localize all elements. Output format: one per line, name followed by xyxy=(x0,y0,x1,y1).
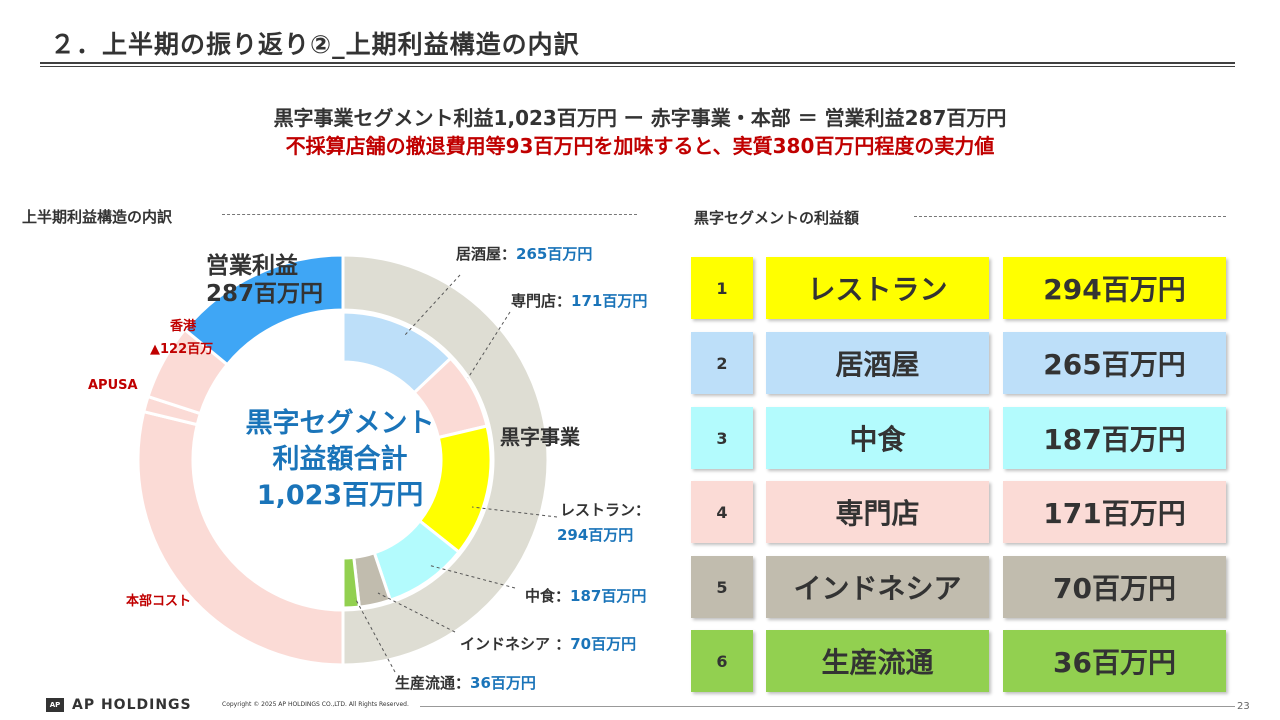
ranking-row: 5 インドネシア 70百万円 xyxy=(0,556,1280,618)
hongkong-value: ▲122百万 xyxy=(150,342,214,357)
center-line-2: 利益額合計 xyxy=(272,444,408,475)
black-biz-label: 黒字事業 xyxy=(500,425,580,449)
leader-restaurant xyxy=(471,506,558,518)
page-title: ２．上半期の振り返り②_上期利益構造の内訳 xyxy=(50,30,580,59)
logo-mark-icon: AP xyxy=(46,698,64,712)
ranking-row: 4 専門店 171百万円 xyxy=(0,481,1280,543)
left-heading-rule xyxy=(222,214,637,215)
ranking-value: 36百万円 xyxy=(1003,630,1226,692)
right-section-heading: 黒字セグメントの利益額 xyxy=(694,209,860,227)
copyright: Copyright © 2025 AP HOLDINGS CO.,LTD. Al… xyxy=(222,701,409,708)
ranking-row: 6 生産流通 36百万円 xyxy=(0,630,1280,692)
specialty-label: 専門店：171百万円 xyxy=(511,292,648,310)
ranking-row: 3 中食 187百万円 xyxy=(0,407,1280,469)
op-profit-value: 287百万円 xyxy=(206,281,324,307)
outer-segment xyxy=(341,253,550,667)
footer-divider xyxy=(420,706,1235,707)
op-profit-label: 営業利益 xyxy=(206,253,298,279)
izakaya-label: 居酒屋：265百万円 xyxy=(456,245,593,263)
ranking-value: 70百万円 xyxy=(1003,556,1226,618)
summary-line-2: 不採算店舗の撤退費用等93百万円を加味すると、実質380百万円程度の実力値 xyxy=(285,134,995,158)
indonesia-label: インドネシア ：70百万円 xyxy=(460,635,637,653)
ranking-rank: 3 xyxy=(691,407,753,469)
nakashoku-label: 中食：187百万円 xyxy=(525,587,647,605)
ranking-value: 171百万円 xyxy=(1003,481,1226,543)
ranking-name: レストラン xyxy=(766,257,989,319)
outer-ring xyxy=(136,253,550,667)
ranking-name: インドネシア xyxy=(766,556,989,618)
inner-ring xyxy=(341,310,493,610)
ranking-row: 1 レストラン 294百万円 xyxy=(0,257,1280,319)
title-divider-thin xyxy=(40,66,1235,67)
ranking-name: 専門店 xyxy=(766,481,989,543)
ranking-value: 187百万円 xyxy=(1003,407,1226,469)
ranking-name: 居酒屋 xyxy=(766,332,989,394)
inner-segment xyxy=(341,555,361,610)
center-line-3: 1,023百万円 xyxy=(256,480,424,511)
ranking-rank: 5 xyxy=(691,556,753,618)
leader-specialty xyxy=(467,311,511,379)
outer-segment xyxy=(136,409,345,667)
hq-cost-label: 本部コスト xyxy=(126,594,192,609)
center-line-1: 黒字セグメント xyxy=(245,408,435,439)
left-section-heading: 上半期利益構造の内訳 xyxy=(22,208,173,226)
outer-segment xyxy=(182,253,345,367)
summary-line-1: 黒字事業セグメント利益1,023百万円 ー 赤字事業・本部 ＝ 営業利益287百… xyxy=(273,106,1007,130)
production-label: 生産流通：36百万円 xyxy=(395,674,536,692)
ranking-name: 生産流通 xyxy=(766,630,989,692)
title-divider xyxy=(40,62,1235,64)
leader-indonesia xyxy=(377,592,456,633)
leader-production xyxy=(354,597,396,673)
footer-logo: AP AP HOLDINGS xyxy=(46,697,192,713)
ranking-rank: 6 xyxy=(691,630,753,692)
ranking-value: 294百万円 xyxy=(1003,257,1226,319)
page-number: 23 xyxy=(1237,701,1250,712)
hongkong-label: 香港 xyxy=(170,319,197,334)
leader-lines xyxy=(354,274,558,673)
ranking-rank: 4 xyxy=(691,481,753,543)
ranking-row: 2 居酒屋 265百万円 xyxy=(0,332,1280,394)
leader-nakashoku xyxy=(427,564,516,589)
right-heading-rule xyxy=(914,216,1226,217)
restaurant-value: 294百万円 xyxy=(557,526,634,544)
leader-izakaya xyxy=(404,274,461,336)
ranking-name: 中食 xyxy=(766,407,989,469)
restaurant-label: レストラン： xyxy=(560,501,651,519)
ranking-value: 265百万円 xyxy=(1003,332,1226,394)
ranking-rank: 1 xyxy=(691,257,753,319)
logo-text: AP HOLDINGS xyxy=(72,697,192,713)
ranking-rank: 2 xyxy=(691,332,753,394)
apusa-label: APUSA xyxy=(88,378,138,393)
